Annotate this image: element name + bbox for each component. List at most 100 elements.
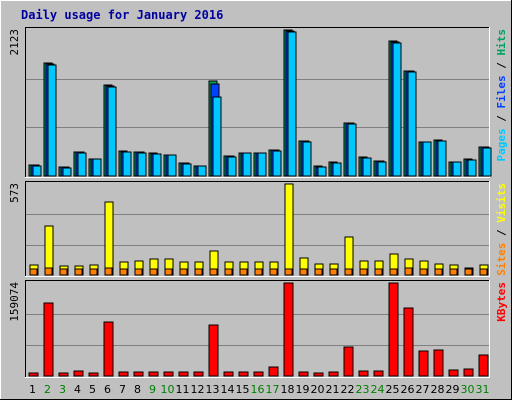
bar-pages-day-7 xyxy=(122,151,132,177)
bar-pages-day-6 xyxy=(107,86,117,177)
bar-kbytes-day-16 xyxy=(253,371,264,377)
x-tick-day-21: 21 xyxy=(326,383,340,396)
x-tick-day-4: 4 xyxy=(74,383,81,396)
bar-sites-day-24 xyxy=(374,268,383,276)
bar-kbytes-day-15 xyxy=(238,371,249,377)
bar-visits-day-6 xyxy=(104,201,114,276)
bar-pages-day-28 xyxy=(437,140,447,177)
bar-sites-day-29 xyxy=(449,268,458,276)
x-tick-day-16: 16 xyxy=(251,383,265,396)
y-max-label-hits-files-pages: 2123 xyxy=(8,29,21,56)
legend-part-hits-files-pages-2: Files xyxy=(495,75,508,108)
legend-part-hits-files-pages-3: / xyxy=(495,56,508,76)
x-tick-day-19: 19 xyxy=(296,383,310,396)
bar-pages-day-23 xyxy=(362,157,372,177)
x-tick-day-15: 15 xyxy=(236,383,250,396)
bar-kbytes-day-19 xyxy=(298,371,309,377)
bar-sites-day-17 xyxy=(269,268,278,276)
bar-kbytes-day-31 xyxy=(478,354,489,377)
bar-sites-day-23 xyxy=(359,268,368,276)
bar-pages-day-27 xyxy=(422,141,432,177)
bar-pages-day-15 xyxy=(242,152,252,177)
bar-visits-day-18 xyxy=(284,183,294,276)
bar-kbytes-day-24 xyxy=(373,370,384,377)
bar-kbytes-day-26 xyxy=(403,307,414,377)
panels-group: 2123 Pages / Files / Hits 573 Sites / Visit… xyxy=(8,27,508,378)
x-tick-day-2: 2 xyxy=(44,383,51,396)
bar-sites-day-15 xyxy=(239,268,248,276)
x-tick-day-30: 30 xyxy=(461,383,475,396)
bar-sites-day-2 xyxy=(44,267,53,276)
bar-sites-day-8 xyxy=(134,268,143,276)
y-max-label-visits-sites: 573 xyxy=(8,183,21,203)
bar-kbytes-day-10 xyxy=(163,371,174,377)
x-tick-day-18: 18 xyxy=(281,383,295,396)
bar-sites-day-6 xyxy=(104,267,113,276)
bar-pages-day-14 xyxy=(227,156,237,177)
x-tick-day-28: 28 xyxy=(431,383,445,396)
bar-pages-day-2 xyxy=(47,64,57,177)
bar-sites-day-22 xyxy=(344,268,353,276)
bar-kbytes-day-22 xyxy=(343,346,354,377)
bar-pages-day-18 xyxy=(287,31,297,177)
bar-sites-day-5 xyxy=(89,268,98,276)
bar-sites-day-9 xyxy=(149,268,158,276)
bar-sites-day-18 xyxy=(284,268,293,276)
bar-pages-day-13 xyxy=(212,96,222,177)
bar-sites-day-3 xyxy=(59,268,68,276)
legend-part-hits-files-pages-0: Pages xyxy=(495,128,508,161)
bar-pages-day-22 xyxy=(347,123,357,177)
chart-title: Daily usage for January 2016 xyxy=(21,8,223,22)
bar-kbytes-day-6 xyxy=(103,321,114,377)
x-tick-day-9: 9 xyxy=(149,383,156,396)
bar-kbytes-day-20 xyxy=(313,372,324,377)
bar-sites-day-4 xyxy=(74,268,83,276)
bar-pages-day-24 xyxy=(377,161,387,177)
bar-pages-day-25 xyxy=(392,42,402,177)
bar-kbytes-day-23 xyxy=(358,370,369,377)
bar-kbytes-day-21 xyxy=(328,371,339,377)
x-tick-day-7: 7 xyxy=(119,383,126,396)
bar-pages-day-30 xyxy=(467,159,477,177)
bar-sites-day-13 xyxy=(209,268,218,276)
x-axis-ticks: 1 2 3 4 5 6 7 8 9 10 11 12 13 14 15 16 17 18 19 20 21 22 23 24 2… xyxy=(29,383,490,396)
bar-kbytes-day-3 xyxy=(58,372,69,377)
bar-pages-day-10 xyxy=(167,154,177,177)
bar-sites-day-31 xyxy=(479,268,488,276)
bar-kbytes-day-5 xyxy=(88,372,99,377)
bar-sites-day-19 xyxy=(299,268,308,276)
bar-pages-day-1 xyxy=(32,165,42,177)
legend-part-kbytes-0: KBytes xyxy=(495,282,508,322)
x-tick-day-31: 31 xyxy=(476,383,490,396)
bar-kbytes-day-17 xyxy=(268,366,279,377)
bar-kbytes-day-13 xyxy=(208,324,219,377)
bar-sites-day-12 xyxy=(194,268,203,276)
x-tick-day-22: 22 xyxy=(341,383,355,396)
x-tick-day-20: 20 xyxy=(311,383,325,396)
y-max-label-kbytes: 159074 xyxy=(8,282,21,322)
x-tick-day-1: 1 xyxy=(29,383,36,396)
bar-pages-day-4 xyxy=(77,152,87,177)
bar-kbytes-day-2 xyxy=(43,302,54,377)
bar-pages-day-26 xyxy=(407,71,417,177)
bar-pages-day-31 xyxy=(482,147,492,177)
bar-sites-day-11 xyxy=(179,268,188,276)
panel-kbytes: 159074 KBytes xyxy=(8,280,508,378)
series-legend-hits-files-pages: Pages / Files / Hits xyxy=(495,29,508,162)
x-tick-day-13: 13 xyxy=(206,383,220,396)
bar-sites-day-14 xyxy=(224,268,233,276)
bar-sites-day-26 xyxy=(404,267,413,276)
x-tick-day-17: 17 xyxy=(266,383,280,396)
x-tick-day-10: 10 xyxy=(161,383,175,396)
bar-pages-day-5 xyxy=(92,158,102,177)
panel-hits-files-pages: 2123 Pages / Files / Hits xyxy=(8,27,508,178)
series-legend-visits-sites: Sites / Visits xyxy=(495,183,508,276)
bar-pages-day-9 xyxy=(152,153,162,177)
bar-kbytes-day-11 xyxy=(178,371,189,377)
bar-sites-day-10 xyxy=(164,268,173,276)
bar-kbytes-day-9 xyxy=(148,371,159,377)
panel-visits-sites: 573 Sites / Visits xyxy=(8,181,508,277)
x-tick-day-25: 25 xyxy=(386,383,400,396)
legend-part-hits-files-pages-1: / xyxy=(495,109,508,129)
